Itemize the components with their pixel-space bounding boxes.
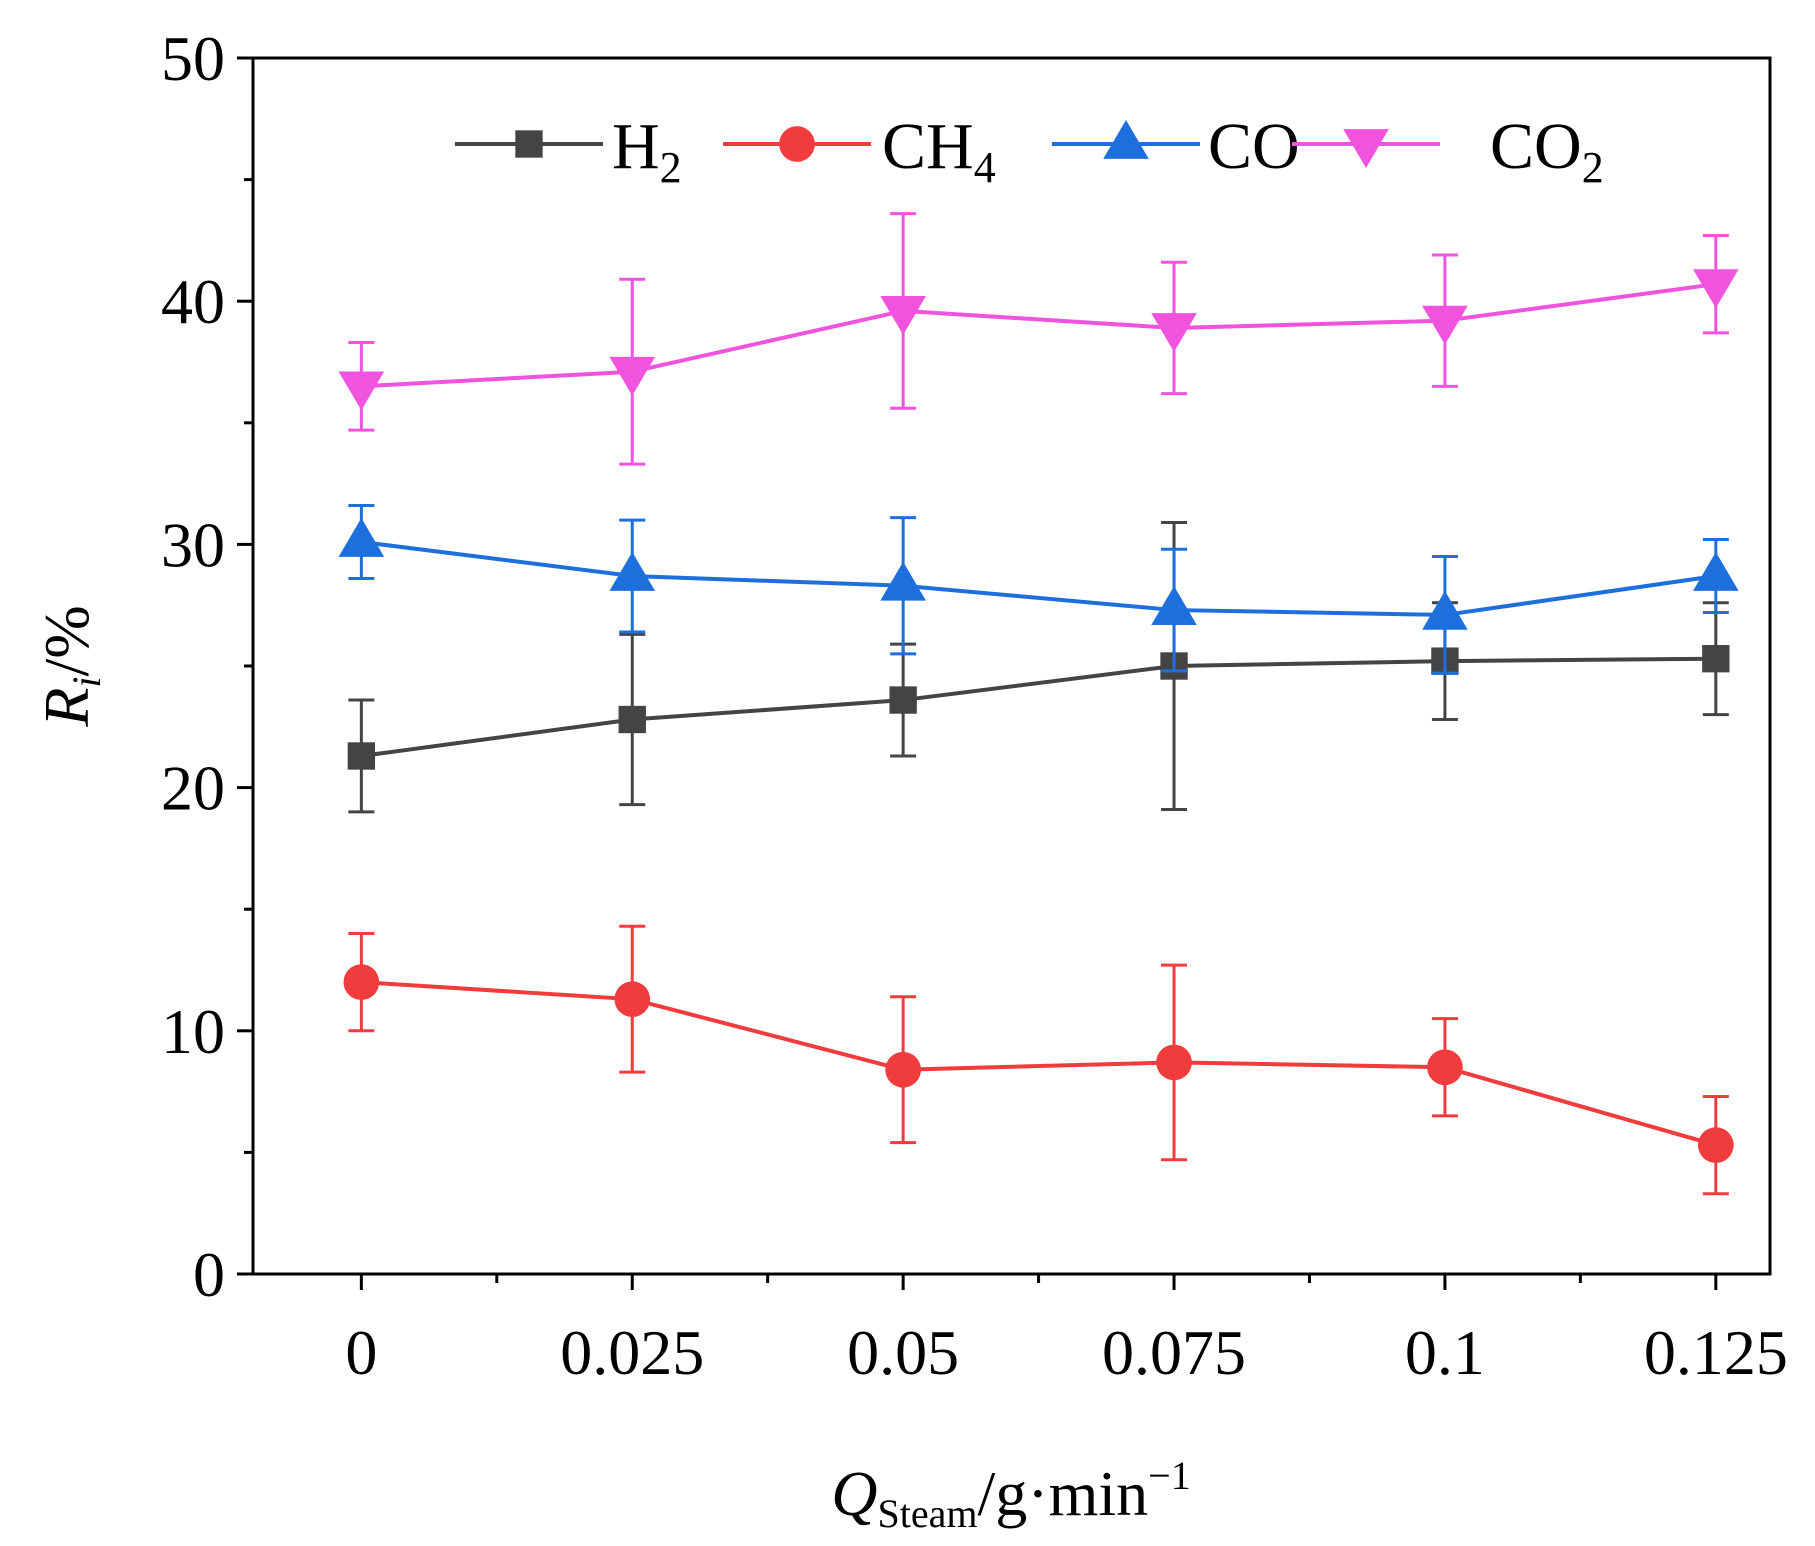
legend-label-main: CO (1208, 110, 1300, 183)
data-point (1156, 1044, 1192, 1081)
legend-item-h2: H2 (455, 110, 682, 192)
y-tick-label: 10 (161, 996, 225, 1067)
legend-marker (1343, 129, 1389, 168)
y-tick-label: 40 (161, 266, 225, 337)
data-point (1697, 1127, 1734, 1163)
data-point (1422, 590, 1468, 630)
series-ch4 (343, 924, 1734, 1196)
data-point (880, 296, 926, 335)
legend-label-main: H (612, 110, 660, 183)
y-axis-label-rest: /% (31, 605, 102, 676)
y-tick-label: 20 (161, 753, 225, 824)
y-axis-label-main: R (31, 688, 102, 728)
data-point (1693, 552, 1739, 591)
x-tick-label: 0.05 (847, 1317, 959, 1388)
legend-label-sub: 4 (974, 143, 996, 192)
legend-label: CH4 (882, 110, 996, 192)
legend-marker (1103, 120, 1149, 159)
data-point (885, 1051, 921, 1088)
series-co2 (338, 212, 1739, 466)
legend-label-sub: 2 (660, 143, 682, 192)
data-point (1427, 1049, 1463, 1086)
data-point (609, 552, 656, 591)
legend-label: H2 (612, 110, 682, 192)
legend-item-co: CO (1052, 110, 1300, 183)
x-tick-label: 0.075 (1102, 1317, 1246, 1388)
legend-marker (779, 126, 815, 162)
legend-label-sub: 2 (1582, 143, 1604, 192)
y-tick-label: 0 (193, 1239, 225, 1310)
data-point (338, 517, 385, 557)
data-point (1151, 313, 1197, 352)
data-point (1702, 645, 1730, 673)
legend: H2 CH4 CO CO2 (455, 110, 1604, 192)
series-line (361, 656, 1716, 758)
x-axis-label-sup: −1 (1148, 1453, 1191, 1498)
x-tick-label: 0.125 (1644, 1317, 1788, 1388)
data-point (1693, 269, 1739, 309)
y-tick-label: 50 (161, 23, 225, 94)
x-tick-label: 0.025 (560, 1317, 704, 1388)
series-line (361, 539, 1717, 617)
data-point (618, 705, 646, 734)
legend-marker (515, 130, 543, 158)
legend-label-main: CO (1490, 110, 1582, 183)
series-layer (338, 212, 1739, 1196)
data-point (609, 356, 656, 396)
data-point (347, 742, 376, 770)
data-point (614, 981, 651, 1018)
data-point (1151, 586, 1197, 625)
x-axis-label-rest: /g·min (977, 1458, 1148, 1529)
y-tick-label: 30 (161, 509, 225, 580)
axis-layer: 0 0.025 0.05 0.075 0.1 0.125 0 10 20 30 40 50 (161, 23, 1788, 1388)
legend-item-co2: CO2 (1292, 110, 1604, 192)
x-axis-label-main: Q (831, 1458, 877, 1529)
x-tick-label: 0.1 (1405, 1317, 1485, 1388)
data-point (889, 686, 917, 714)
series-co (338, 503, 1739, 675)
data-point (343, 964, 380, 1001)
x-tick-label: 0 (345, 1317, 377, 1388)
legend-label-main: CH (882, 110, 974, 183)
legend-item-ch4: CH4 (723, 110, 996, 192)
legend-label: CO2 (1490, 110, 1604, 192)
x-axis-label-sub: Steam (878, 1491, 978, 1536)
series-line (361, 282, 1717, 389)
x-axis-label: QSteam/g·min−1 (831, 1453, 1190, 1536)
y-axis-label-sub: i (64, 676, 109, 687)
data-point (1422, 305, 1468, 345)
data-point (880, 561, 926, 601)
series-line (361, 980, 1717, 1148)
legend-label: CO (1208, 110, 1300, 183)
data-point (338, 371, 385, 411)
y-axis-label: Ri/% (31, 605, 109, 727)
